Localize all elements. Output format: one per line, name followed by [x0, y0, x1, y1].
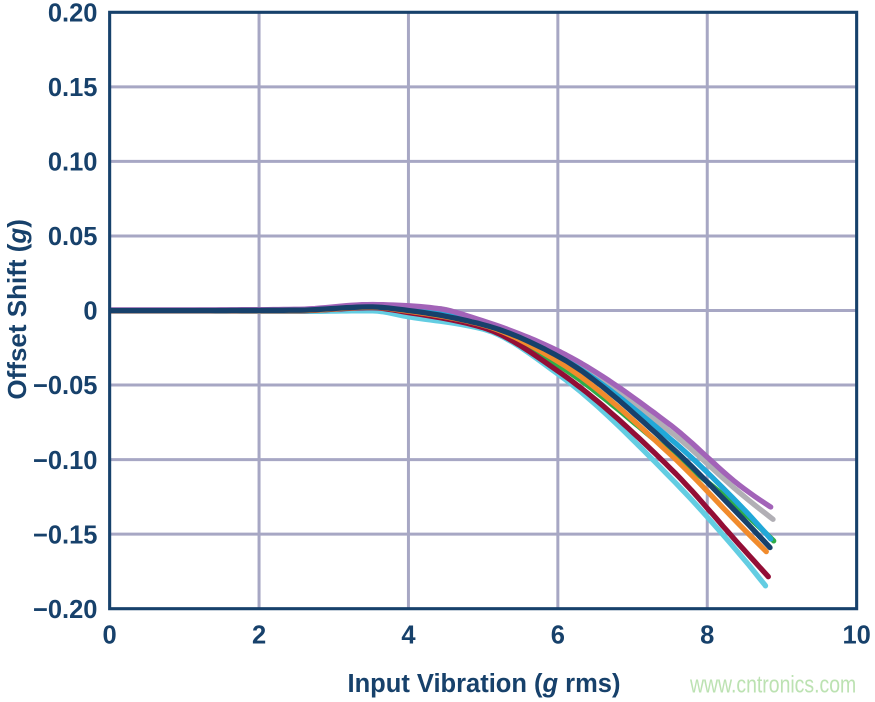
svg-text:0.20: 0.20 — [48, 0, 98, 28]
svg-text:0: 0 — [103, 622, 117, 650]
svg-text:8: 8 — [700, 622, 714, 650]
svg-text:0.05: 0.05 — [48, 223, 98, 251]
svg-text:Offset Shift (g): Offset Shift (g) — [2, 219, 32, 400]
svg-text:0.15: 0.15 — [48, 74, 98, 102]
svg-text:2: 2 — [252, 622, 266, 650]
svg-text:0: 0 — [83, 298, 97, 326]
svg-text:4: 4 — [401, 622, 416, 650]
svg-text:−0.05: −0.05 — [33, 372, 98, 400]
svg-text:Input Vibration (g rms): Input Vibration (g rms) — [348, 670, 621, 698]
svg-text:10: 10 — [842, 622, 870, 650]
svg-text:−0.15: −0.15 — [33, 521, 98, 549]
svg-text:−0.10: −0.10 — [33, 447, 98, 475]
svg-text:0.10: 0.10 — [48, 149, 98, 177]
svg-text:www.cntronics.com: www.cntronics.com — [689, 671, 856, 698]
svg-text:6: 6 — [551, 622, 565, 650]
svg-text:−0.20: −0.20 — [33, 596, 98, 624]
